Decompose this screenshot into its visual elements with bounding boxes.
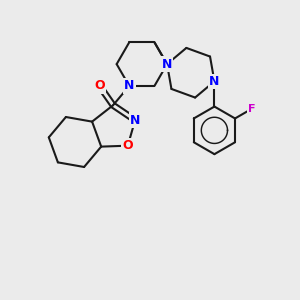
Text: N: N [130,114,140,127]
Text: N: N [209,75,220,88]
Text: F: F [248,104,256,114]
Text: N: N [124,80,134,92]
Text: O: O [94,79,105,92]
Text: O: O [122,139,133,152]
Text: N: N [162,58,172,70]
